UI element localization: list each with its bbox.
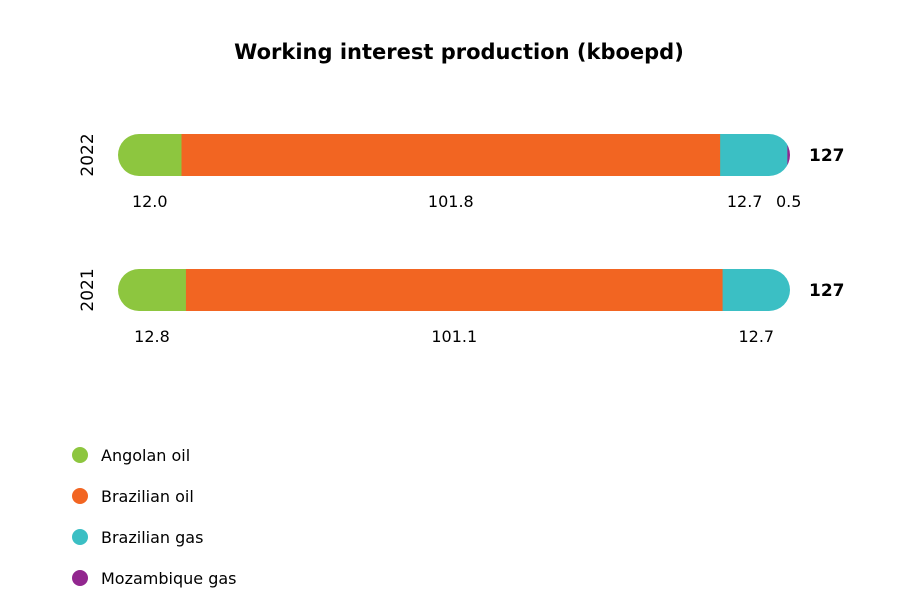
legend-label-brazilian-gas: Brazilian gas bbox=[101, 528, 203, 547]
bar-segment-angolan-oil-2022 bbox=[118, 134, 183, 176]
bar-2022 bbox=[118, 134, 790, 176]
total-label-2022: 127 bbox=[809, 146, 845, 166]
bar-segment-brazilian-oil-2021 bbox=[185, 269, 724, 311]
bar-segment-brazilian-gas-2022 bbox=[720, 134, 788, 176]
chart-title: Working interest production (kboepd) bbox=[234, 40, 684, 64]
legend-swatch-brazilian-oil bbox=[72, 488, 88, 504]
segment-labels: 12.0 101.8 12.7 0.5 12.8 101.1 12.7 bbox=[132, 192, 801, 346]
data-label-mozambique-gas-2022: 0.5 bbox=[776, 192, 801, 211]
bars bbox=[118, 134, 790, 311]
legend-swatch-angolan-oil bbox=[72, 447, 88, 463]
data-label-brazilian-gas-2022: 12.7 bbox=[727, 192, 763, 211]
legend-swatch-brazilian-gas bbox=[72, 529, 88, 545]
bar-2021 bbox=[118, 269, 790, 311]
legend: Angolan oil Brazilian oil Brazilian gas … bbox=[72, 446, 237, 588]
bar-segment-brazilian-gas-2021 bbox=[722, 269, 790, 311]
legend-label-angolan-oil: Angolan oil bbox=[101, 446, 190, 465]
bar-segment-mozambique-gas-2022 bbox=[787, 134, 790, 176]
data-label-angolan-oil-2022: 12.0 bbox=[132, 192, 168, 211]
year-label-2021: 2021 bbox=[78, 268, 98, 311]
legend-label-brazilian-oil: Brazilian oil bbox=[101, 487, 194, 506]
legend-swatch-mozambique-gas bbox=[72, 570, 88, 586]
bar-segment-angolan-oil-2021 bbox=[118, 269, 187, 311]
data-label-brazilian-oil-2022: 101.8 bbox=[428, 192, 474, 211]
data-label-brazilian-gas-2021: 12.7 bbox=[738, 327, 774, 346]
data-label-angolan-oil-2021: 12.8 bbox=[134, 327, 170, 346]
bar-segment-brazilian-oil-2022 bbox=[181, 134, 721, 176]
legend-label-mozambique-gas: Mozambique gas bbox=[101, 569, 237, 588]
total-label-2021: 127 bbox=[809, 281, 845, 301]
year-label-2022: 2022 bbox=[78, 133, 98, 176]
data-label-brazilian-oil-2021: 101.1 bbox=[431, 327, 477, 346]
